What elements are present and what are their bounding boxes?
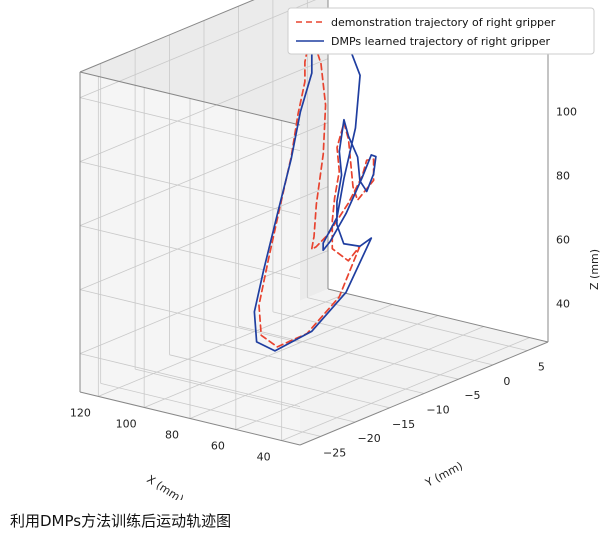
y-tick-label: −25 (323, 446, 346, 459)
grid-line-y-floor (135, 368, 356, 423)
y-tick-label: −5 (464, 389, 480, 402)
y-axis-label: Y (mm) (422, 459, 465, 490)
x-tick-label: 40 (257, 451, 271, 464)
top-left-edge (79, 71, 301, 126)
grid-line-z-right (79, 122, 329, 226)
grid-line-z-left (79, 161, 301, 215)
z-tick-label: 40 (556, 298, 570, 311)
grid-line-z-left (79, 97, 301, 151)
x-tick-label: 100 (116, 417, 137, 430)
x-tick-label: 80 (165, 429, 179, 442)
y-axis-line (299, 341, 549, 446)
grid-line-z-right (79, 250, 329, 354)
grid-line-y-floor (100, 383, 321, 437)
legend-box (287, 7, 595, 55)
x-tick-label: 120 (70, 406, 91, 419)
figure-caption: 利用DMPs方法训练后运动轨迹图 (10, 512, 232, 530)
grid-lines (79, 0, 530, 441)
grid-line-z-left (79, 353, 301, 407)
x-tick-label: 60 (211, 440, 225, 453)
legend-label-demonstration: demonstration trajectory of right grippe… (331, 16, 556, 29)
axis-panes (80, 0, 548, 445)
z-tick-label: 100 (556, 106, 577, 119)
grid-line-z-right (79, 0, 317, 98)
z-tick-label: 60 (556, 234, 570, 247)
z-tick-label: 80 (556, 170, 570, 183)
grid-line-z-right (79, 186, 329, 290)
grid-line-y-floor (169, 354, 390, 409)
grid-line-y-floor (272, 311, 493, 366)
legend-label-dmps: DMPs learned trajectory of right gripper (331, 35, 550, 48)
y-tick-label: 0 (503, 375, 510, 388)
grid-line-z-left (79, 289, 301, 343)
y-tick-label: −15 (392, 418, 415, 431)
z-axis-label: Z (mm) (588, 249, 600, 290)
x-axis-line (79, 391, 301, 446)
x-axis-label: X (mm) (144, 473, 186, 500)
y-tick-label: 5 (538, 361, 545, 374)
y-tick-label: −10 (426, 404, 449, 417)
dmps-learned-trajectory-line (253, 13, 377, 352)
grid-line-y-floor (203, 340, 425, 394)
grid-line-y-floor (238, 325, 459, 380)
grid-line-y-floor (307, 297, 528, 351)
trajectory-3d-chart: 406080100120−25−20−15−10−505406080100120… (70, 0, 600, 500)
trajectory-series (253, 13, 377, 352)
floor-right-edge (327, 288, 549, 343)
y-tick-label: −20 (358, 432, 381, 445)
top-right-edge (79, 0, 255, 73)
legend: demonstration trajectory of right grippe… (287, 7, 595, 55)
demonstration-trajectory-line (258, 41, 375, 348)
grid-line-z-right (79, 58, 329, 162)
